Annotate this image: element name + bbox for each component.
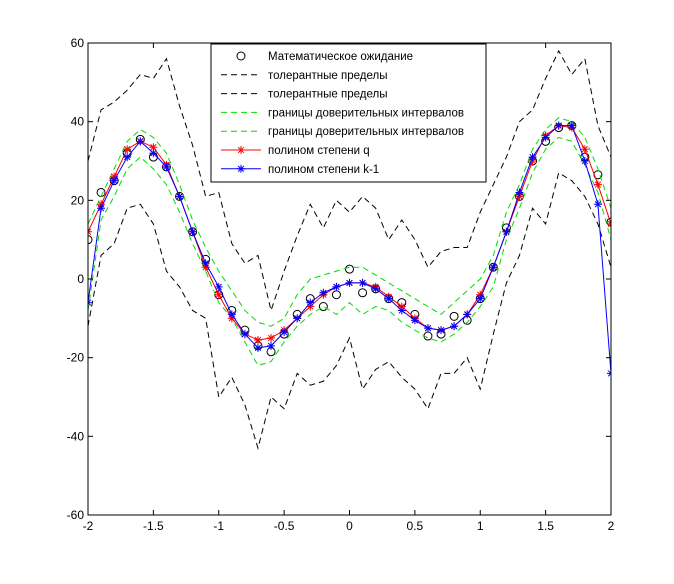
series-6-point-24	[397, 306, 406, 315]
series-6-point-23	[384, 294, 393, 303]
series-6-point-38	[580, 157, 589, 165]
y-tick-label-6: 60	[71, 36, 85, 50]
series-4-line	[88, 136, 611, 367]
series-5-point-13	[253, 335, 262, 344]
legend-label-4: границы доверительных интервалов	[268, 126, 464, 138]
series-5-point-5	[149, 143, 158, 152]
series-0-point-20	[345, 264, 354, 274]
series-2-line	[88, 172, 611, 450]
legend-label-3: границы доверительных интервалов	[268, 107, 464, 119]
legend-label-5: полином степени q	[268, 145, 370, 157]
series-6-point-3	[123, 153, 132, 162]
series-6	[88, 121, 611, 378]
series-5-point-39	[593, 180, 602, 189]
x-tick-label-6: 1	[477, 519, 484, 533]
series-6-point-27	[437, 326, 446, 335]
series-6-point-1	[97, 204, 106, 213]
series-6-point-28	[450, 322, 459, 331]
series-6-point-11	[227, 310, 236, 319]
y-tick-label-4: 20	[71, 193, 85, 207]
series-6-point-4	[136, 137, 145, 146]
series-6-point-19	[332, 282, 341, 291]
series-6-point-22	[371, 284, 380, 293]
series-6-point-35	[541, 133, 550, 142]
series-0-point-21	[358, 288, 368, 298]
series-6-point-34	[528, 153, 537, 162]
legend-label-2: толерантные пределы	[268, 89, 387, 101]
series-layer	[88, 49, 611, 450]
series-6-point-39	[593, 200, 602, 209]
series-5-point-14	[267, 334, 276, 342]
legend-swatch-marker-6	[237, 164, 245, 173]
series-6-point-31	[489, 263, 498, 272]
y-tick-label-0: -60	[67, 508, 85, 522]
legend: Математическое ожидание толерантные преде…	[210, 43, 487, 183]
series-6-point-9	[201, 259, 210, 268]
series-5-point-10	[214, 290, 223, 299]
series-6-point-15	[280, 328, 289, 337]
y-tick-label-2: -20	[67, 351, 85, 365]
legend-box	[210, 43, 487, 183]
series-6-point-26	[423, 324, 432, 333]
series-6-point-33	[515, 188, 524, 197]
x-tick-label-4: 0	[346, 519, 353, 533]
series-6-point-20	[345, 278, 354, 287]
series-6-point-37	[567, 121, 576, 130]
series-6-point-17	[306, 298, 315, 307]
series-6-point-6	[162, 162, 171, 171]
series-6-point-12	[240, 330, 249, 339]
series-6-point-18	[319, 288, 328, 297]
series-6-point-14	[267, 341, 276, 350]
x-tick-label-1: -1.5	[143, 519, 164, 533]
series-5-point-3	[123, 145, 132, 154]
series-6-point-32	[502, 227, 511, 236]
x-tick-label-0: -2	[83, 519, 94, 533]
series-6-point-10	[214, 282, 223, 291]
x-tick-label-7: 1.5	[537, 519, 554, 533]
series-4	[88, 136, 611, 367]
y-tick-label-5: 40	[71, 115, 85, 129]
x-tick-label-8: 2	[608, 519, 615, 533]
legend-swatch-marker-0	[236, 51, 246, 61]
legend-label-1: толерантные пределы	[268, 70, 387, 82]
series-6-point-21	[358, 278, 367, 287]
series-0-point-40	[606, 217, 611, 227]
series-6-point-8	[188, 227, 197, 236]
x-tick-label-5: 0.5	[407, 519, 424, 533]
x-tick-label-3: -0.5	[274, 519, 295, 533]
series-6-point-2	[110, 176, 119, 185]
x-tick-label-2: -1	[213, 519, 224, 533]
series-6-point-7	[175, 192, 184, 201]
legend-swatch-marker-5	[237, 146, 245, 154]
series-6-point-16	[293, 314, 302, 323]
series-0-point-28	[449, 311, 459, 321]
series-0-point-0	[88, 235, 93, 245]
series-0-point-18	[318, 302, 328, 312]
series-6-point-5	[149, 149, 158, 158]
series-5-point-38	[580, 145, 589, 154]
legend-label-0: Математическое ожидание	[268, 51, 413, 63]
y-tick-label-1: -40	[67, 429, 85, 443]
series-6-point-30	[476, 294, 485, 303]
series-6-point-36	[554, 121, 563, 130]
legend-label-6: полином степени k-1	[268, 164, 379, 176]
series-6-point-29	[463, 310, 472, 319]
series-6-point-13	[253, 343, 262, 352]
series-2	[88, 172, 611, 450]
y-tick-label-3: 0	[77, 272, 84, 286]
series-6-point-25	[410, 316, 419, 325]
